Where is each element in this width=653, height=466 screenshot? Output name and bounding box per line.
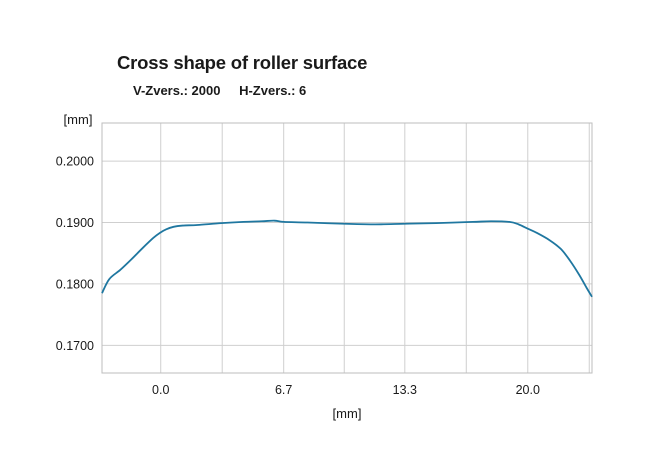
y-tick-label: 0.2000 xyxy=(56,155,94,169)
plot-frame xyxy=(101,122,593,374)
x-tick-label: 13.3 xyxy=(393,383,417,397)
y-tick-labels: 0.1700 0.1800 0.1900 0.2000 xyxy=(56,155,94,353)
x-tick-labels: 0.0 6.7 13.3 20.0 xyxy=(152,383,540,397)
x-tick-label: 6.7 xyxy=(275,383,292,397)
x-axis-unit-label: [mm] xyxy=(333,406,362,421)
v-zoom-label: V-Zvers.: 2000 xyxy=(133,83,221,98)
y-tick-label: 0.1900 xyxy=(56,216,94,230)
y-axis-unit-label: [mm] xyxy=(64,112,93,127)
y-tick-label: 0.1700 xyxy=(56,339,94,353)
chart-title: Cross shape of roller surface xyxy=(117,52,368,73)
chart-subtitle: V-Zvers.: 2000 H-Zvers.: 6 xyxy=(133,83,306,98)
series-group xyxy=(101,219,593,298)
x-tick-label: 0.0 xyxy=(152,383,169,397)
y-tick-label: 0.1800 xyxy=(56,277,94,291)
x-tick-label: 20.0 xyxy=(516,383,540,397)
series-line xyxy=(101,219,593,298)
h-zoom-label: H-Zvers.: 6 xyxy=(239,83,307,98)
grid-lines xyxy=(102,123,592,373)
